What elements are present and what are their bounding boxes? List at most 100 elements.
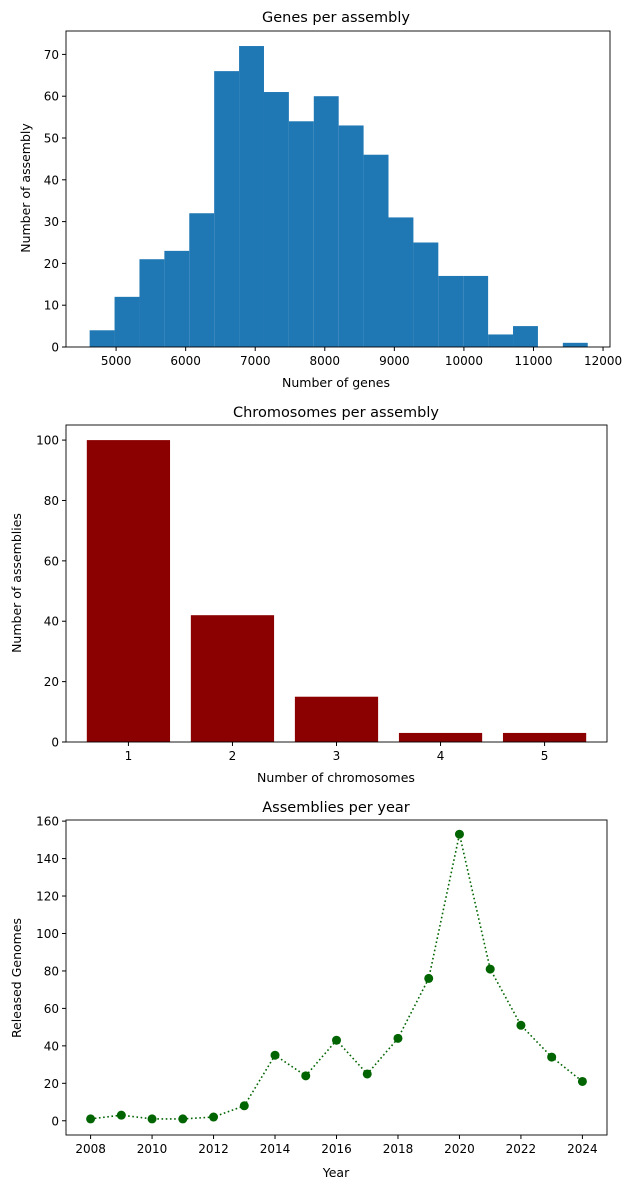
x-axis-label: Number of chromosomes (257, 770, 415, 785)
x-tick-label: 8000 (310, 354, 341, 368)
x-tick-label: 1 (125, 749, 133, 763)
data-point (301, 1071, 311, 1081)
x-tick-label: 7000 (240, 354, 271, 368)
x-tick-label: 3 (333, 749, 341, 763)
y-tick-label: 60 (44, 1002, 59, 1016)
data-point (577, 1076, 587, 1086)
x-tick-label: 2020 (444, 1142, 475, 1156)
bar (190, 615, 275, 742)
histogram-bar (488, 334, 514, 347)
y-tick-label: 120 (36, 890, 59, 904)
y-tick-label: 60 (44, 554, 59, 568)
y-tick-label: 20 (44, 675, 59, 689)
y-axis-label: Released Genomes (9, 918, 24, 1038)
axes-frame (65, 30, 611, 348)
data-point (454, 829, 464, 839)
y-axis-label: Number of assemblies (9, 513, 24, 653)
data-point (270, 1050, 280, 1060)
y-tick-label: 0 (51, 341, 59, 355)
y-tick-label: 80 (44, 964, 59, 978)
x-tick-label: 4 (437, 749, 445, 763)
chart-title: Genes per assembly (262, 10, 410, 26)
x-axis-label: Year (322, 1165, 350, 1180)
histogram-bar (164, 250, 190, 347)
y-tick-label: 50 (44, 132, 59, 146)
x-tick-label: 2016 (321, 1142, 352, 1156)
histogram-bar (413, 242, 439, 347)
x-tick-label: 9000 (379, 354, 410, 368)
y-axis-label: Number of assembly (18, 123, 33, 253)
histogram-bar (338, 125, 364, 347)
y-tick-label: 80 (44, 494, 59, 508)
data-point (393, 1033, 403, 1043)
bar (502, 732, 587, 742)
x-tick-label: 2022 (506, 1142, 537, 1156)
assemblies-line-panel: Assemblies per year Year Released Genome… (9, 800, 608, 1180)
data-point (332, 1035, 341, 1045)
data-point (485, 964, 495, 974)
histogram-bar (114, 296, 140, 347)
histogram-bar (214, 71, 240, 347)
y-tick-label: 100 (36, 434, 59, 448)
y-tick-label: 70 (44, 48, 59, 62)
chart-title: Assemblies per year (262, 800, 410, 816)
x-tick-label: 2014 (260, 1142, 291, 1156)
data-point (239, 1101, 249, 1111)
histogram-bar (89, 330, 115, 347)
x-tick-label: 5 (541, 749, 549, 763)
bar (294, 696, 379, 742)
axes-frame (65, 819, 608, 1136)
x-tick-label: 5000 (101, 354, 132, 368)
data-point (147, 1114, 157, 1124)
x-tick-label: 12000 (584, 354, 622, 368)
x-axis-label: Number of genes (282, 375, 390, 390)
x-tick-label: 2008 (75, 1142, 106, 1156)
y-tick-label: 20 (44, 1077, 59, 1091)
histogram-bar (388, 217, 414, 347)
genes-histogram-panel: Genes per assembly Number of genes Numbe… (18, 10, 622, 390)
x-tick-label: 2 (229, 749, 237, 763)
x-tick-label: 2012 (198, 1142, 229, 1156)
data-point (178, 1114, 188, 1124)
data-point (209, 1112, 219, 1122)
bar (398, 732, 483, 742)
series-line (90, 834, 583, 1120)
x-tick-label: 10000 (445, 354, 483, 368)
y-tick-label: 40 (44, 1039, 59, 1053)
data-point (86, 1114, 96, 1124)
histogram-bar (288, 121, 314, 348)
histogram-bar (239, 46, 264, 348)
x-tick-label: 6000 (170, 354, 201, 368)
y-tick-label: 160 (36, 815, 59, 829)
y-tick-label: 0 (51, 1114, 59, 1128)
histogram-bar (263, 92, 289, 347)
histogram-bar (313, 96, 339, 347)
y-tick-label: 140 (36, 852, 59, 866)
data-point (362, 1069, 372, 1079)
bar (86, 440, 171, 742)
y-tick-label: 60 (44, 90, 59, 104)
histogram-bar (438, 275, 464, 347)
data-point (424, 973, 434, 983)
x-tick-label: 2010 (137, 1142, 168, 1156)
y-tick-label: 0 (51, 736, 59, 750)
y-tick-label: 40 (44, 173, 59, 187)
chromosomes-bar-panel: Chromosomes per assembly Number of chrom… (9, 405, 608, 785)
y-tick-label: 20 (44, 257, 59, 271)
y-tick-label: 40 (44, 615, 59, 629)
data-point (116, 1110, 126, 1120)
histogram-bar (189, 213, 215, 347)
x-tick-label: 11000 (514, 354, 552, 368)
histogram-bar (363, 154, 389, 347)
histogram-bar (139, 259, 165, 347)
data-point (547, 1052, 557, 1062)
histogram-bar (463, 275, 489, 347)
x-tick-label: 2018 (383, 1142, 414, 1156)
data-point (516, 1020, 526, 1030)
y-tick-label: 10 (44, 299, 59, 313)
chart-title: Chromosomes per assembly (233, 405, 439, 421)
histogram-bar (513, 326, 538, 347)
histogram-bar (562, 342, 588, 347)
x-tick-label: 2024 (567, 1142, 598, 1156)
